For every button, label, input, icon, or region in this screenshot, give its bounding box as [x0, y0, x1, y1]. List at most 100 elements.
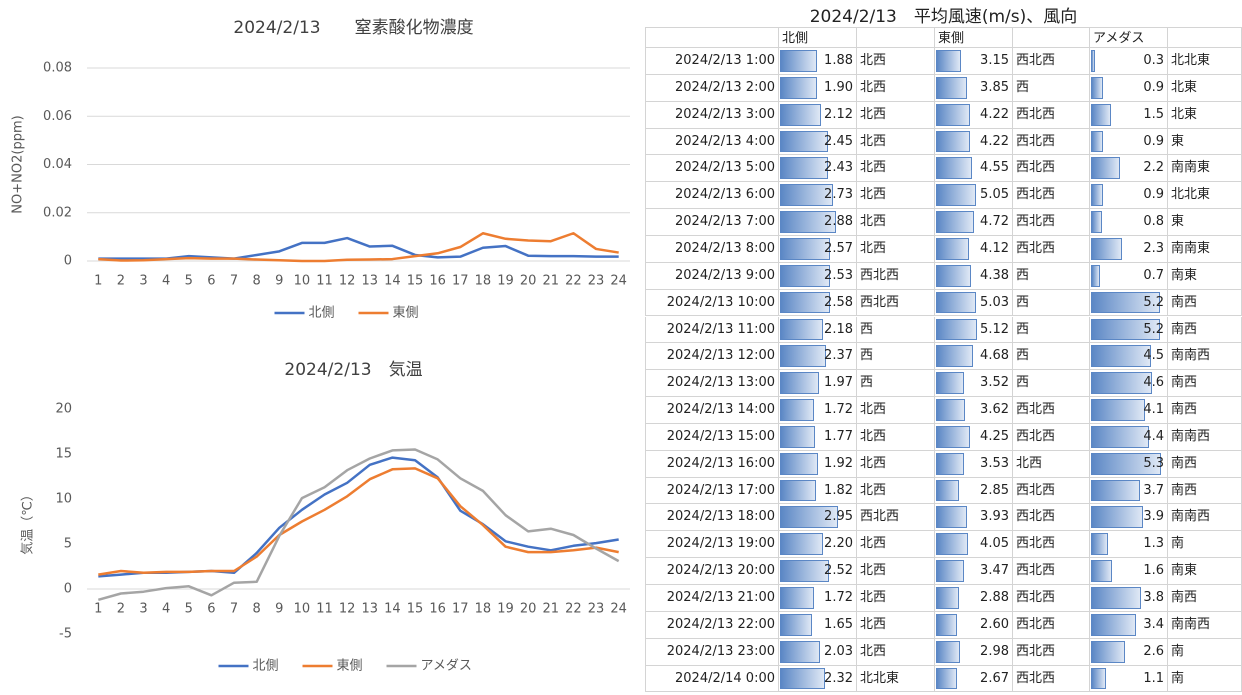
- x-tick-label: 1: [94, 602, 102, 617]
- direction-cell: 南西: [1168, 316, 1242, 344]
- legend-label: 北側: [309, 306, 335, 321]
- direction-cell: 北西: [857, 558, 935, 585]
- y-tick-label: -5: [59, 627, 72, 642]
- charts: 2024/2/13 窒素酸化物濃度 NO+NO2(ppm) 0 0.02 0.04 0.0…: [11, 18, 630, 674]
- direction-cell: 北西: [857, 638, 935, 666]
- x-tick-label: 1: [94, 274, 102, 289]
- speed-value: 0.7: [1143, 267, 1164, 283]
- data-bar: [780, 613, 813, 636]
- speed-cell: 2.53: [779, 262, 857, 290]
- direction-cell: 南西: [1168, 585, 1242, 612]
- speed-cell: 5.2: [1090, 289, 1168, 317]
- direction-cell: 北西: [857, 155, 935, 183]
- x-tick-label: 14: [384, 274, 401, 289]
- y-axis-label: NO+NO2(ppm): [11, 115, 26, 213]
- x-tick-label: 15: [407, 602, 424, 617]
- x-tick-label: 3: [139, 602, 147, 617]
- x-tick-label: 13: [362, 602, 379, 617]
- speed-value: 2.12: [824, 106, 853, 122]
- data-bar: [936, 345, 974, 368]
- data-bar: [1091, 291, 1160, 314]
- speed-value: 4.72: [980, 214, 1009, 230]
- direction-cell: 南南西: [1168, 343, 1242, 371]
- speed-value: 2.32: [824, 670, 853, 686]
- x-tick-label: 5: [185, 274, 193, 289]
- x-tick-label: 16: [429, 274, 446, 289]
- data-line: [97, 448, 620, 602]
- speed-cell: 4.68: [935, 343, 1013, 371]
- direction-cell: 北西: [857, 585, 935, 612]
- speed-cell: 1.65: [779, 611, 857, 639]
- speed-value: 2.43: [824, 160, 853, 176]
- speed-value: 2.88: [980, 590, 1009, 605]
- speed-value: 0.3: [1143, 53, 1164, 68]
- x-tick-label: 16: [429, 602, 446, 617]
- legend-label: アメダス: [421, 659, 472, 674]
- speed-value: 4.4: [1143, 428, 1164, 444]
- speed-cell: 2.88: [935, 585, 1013, 612]
- speed-cell: 3.85: [935, 74, 1013, 102]
- data-bar: [1091, 157, 1121, 180]
- speed-cell: 4.6: [1090, 370, 1168, 398]
- y-axis-label: 気温（℃）: [20, 488, 36, 555]
- data-bar: [1091, 399, 1146, 421]
- speed-cell: 3.62: [935, 397, 1013, 424]
- direction-cell: 西: [1013, 262, 1090, 290]
- speed-value: 2.52: [824, 563, 853, 579]
- x-tick-label: 19: [497, 274, 514, 289]
- direction-cell: 西北西: [857, 262, 935, 290]
- speed-value: 1.90: [824, 79, 853, 95]
- data-bar: [1091, 587, 1142, 609]
- speed-cell: 1.90: [779, 74, 857, 102]
- direction-cell: 南: [1168, 665, 1242, 693]
- speed-value: 0.9: [1143, 79, 1164, 95]
- data-bar: [780, 130, 828, 153]
- y-tick-label: 0: [64, 254, 72, 269]
- speed-value: 4.12: [980, 240, 1009, 256]
- speed-cell: 3.47: [935, 558, 1013, 585]
- direction-cell: 北北東: [1168, 48, 1242, 75]
- data-line: [98, 456, 619, 578]
- x-tick-label: 12: [339, 274, 356, 289]
- data-bar: [936, 50, 962, 72]
- data-bar: [936, 425, 970, 448]
- x-tick-label: 21: [543, 602, 560, 617]
- data-bar: [1091, 533, 1109, 556]
- time-cell: 2024/2/13 15:00: [645, 423, 779, 451]
- speed-cell: 4.22: [935, 101, 1013, 129]
- data-bar: [780, 452, 818, 475]
- speed-cell: 0.9: [1090, 182, 1168, 210]
- speed-value: 2.60: [980, 616, 1009, 632]
- data-bar: [1091, 237, 1122, 260]
- direction-cell: 南: [1168, 531, 1242, 559]
- speed-value: 2.85: [980, 482, 1009, 498]
- speed-value: 1.92: [824, 455, 853, 471]
- direction-cell: 南西: [1168, 397, 1242, 424]
- time-cell: 2024/2/13 16:00: [645, 450, 779, 478]
- wind-table: 2024/2/13 平均風速(m/s)、風向 北側 東側 アメダス 2024/2/13 …: [645, 0, 1242, 695]
- speed-cell: 2.03: [779, 638, 857, 666]
- direction-cell: 西北西: [1013, 638, 1090, 666]
- direction-cell: 北西: [857, 611, 935, 639]
- direction-cell: 西北西: [857, 504, 935, 532]
- speed-value: 5.03: [980, 294, 1009, 310]
- time-cell: 2024/2/13 20:00: [645, 558, 779, 585]
- data-bar: [936, 399, 965, 421]
- time-cell: 2024/2/13 6:00: [645, 182, 779, 210]
- data-bar: [936, 184, 977, 207]
- speed-cell: 3.9: [1090, 504, 1168, 532]
- speed-cell: 0.9: [1090, 74, 1168, 102]
- speed-cell: 2.52: [779, 558, 857, 585]
- speed-value: 2.95: [824, 509, 853, 525]
- speed-value: 3.85: [980, 79, 1009, 95]
- data-bar: [780, 237, 831, 260]
- speed-cell: 0.9: [1090, 128, 1168, 156]
- x-tick-label: 8: [253, 274, 261, 289]
- header-cell: アメダス: [1090, 27, 1168, 48]
- speed-value: 5.12: [980, 321, 1009, 337]
- speed-cell: 5.03: [935, 289, 1013, 317]
- speed-cell: 1.6: [1090, 558, 1168, 585]
- data-bar: [1091, 560, 1113, 582]
- direction-cell: 北西: [857, 101, 935, 129]
- x-tick-label: 17: [452, 602, 469, 617]
